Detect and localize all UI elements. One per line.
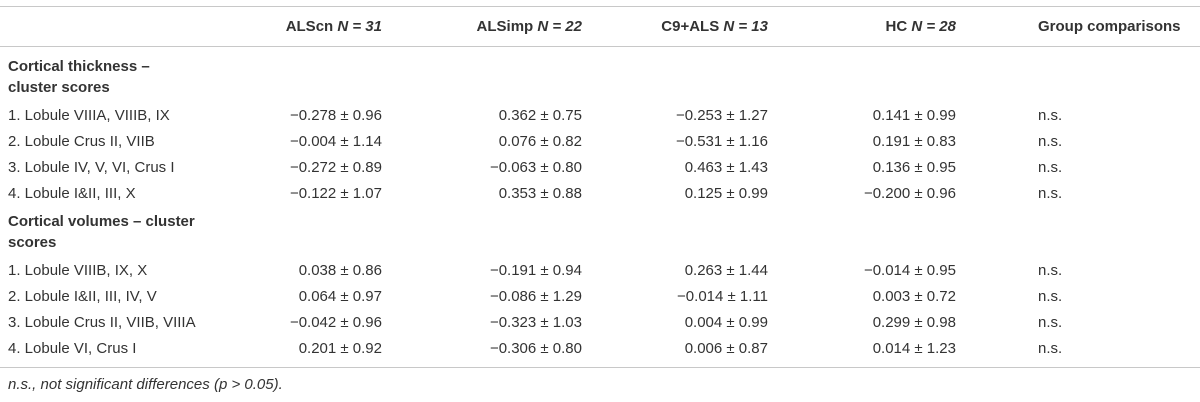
cell: n.s. — [1038, 314, 1063, 331]
cell: −0.014 ± 1.11 — [677, 288, 768, 305]
cell: n.s. — [1038, 262, 1063, 279]
cell: 0.263 ± 1.44 — [684, 262, 768, 279]
row-label: 3. Lobule IV, V, VI, Crus I — [8, 159, 175, 176]
cell: n.s. — [1038, 288, 1063, 305]
column-header: C9+ALS N = 13 — [661, 14, 768, 40]
column-n: N = 28 — [911, 18, 956, 35]
cell: −0.531 ± 1.16 — [675, 133, 768, 150]
cell: 0.141 ± 0.99 — [872, 107, 956, 124]
top-rule — [0, 6, 1200, 7]
column-name: HC — [885, 18, 908, 35]
cell: n.s. — [1038, 159, 1063, 176]
footnote: n.s., not significant differences (p > 0… — [8, 376, 283, 393]
cell: 0.299 ± 0.98 — [872, 314, 956, 331]
cell: −0.272 ± 0.89 — [289, 159, 382, 176]
row-label: 2. Lobule Crus II, VIIB — [8, 133, 155, 150]
row-label: 3. Lobule Crus II, VIIB, VIIIA — [8, 314, 196, 331]
cell: −0.014 ± 0.95 — [863, 262, 956, 279]
cell: 0.064 ± 0.97 — [298, 288, 382, 305]
row-label: 1. Lobule VIIIB, IX, X — [8, 262, 148, 279]
cell: 0.125 ± 0.99 — [684, 185, 768, 202]
column-n: N = 31 — [337, 18, 382, 35]
bottom-rule — [0, 367, 1200, 368]
cell: −0.191 ± 0.94 — [489, 262, 582, 279]
section-title: Cortical volumes – cluster scores — [8, 213, 195, 251]
column-name: ALScn — [285, 18, 334, 35]
column-header: ALScn N = 31 — [286, 14, 382, 40]
cell: 0.463 ± 1.43 — [684, 159, 768, 176]
cell: −0.122 ± 1.07 — [289, 185, 382, 202]
cell: 0.353 ± 0.88 — [498, 185, 582, 202]
cell: −0.086 ± 1.29 — [489, 288, 582, 305]
cell: −0.306 ± 0.80 — [489, 340, 582, 357]
row-label: 2. Lobule I&II, III, IV, V — [8, 288, 157, 305]
cell: −0.253 ± 1.27 — [675, 107, 768, 124]
column-n: N = 22 — [537, 18, 582, 35]
column-header: HC N = 28 — [886, 14, 956, 40]
row-label: 1. Lobule VIIIA, VIIIB, IX — [8, 107, 170, 124]
cell: 0.201 ± 0.92 — [298, 340, 382, 357]
column-name: C9+ALS — [661, 18, 720, 35]
cell: 0.003 ± 0.72 — [872, 288, 956, 305]
cell: −0.004 ± 1.14 — [289, 133, 382, 150]
row-label: 4. Lobule I&II, III, X — [8, 185, 136, 202]
cell: n.s. — [1038, 107, 1063, 124]
cell: n.s. — [1038, 185, 1063, 202]
column-name: Group comparisons — [1038, 18, 1181, 35]
cell: 0.006 ± 0.87 — [684, 340, 768, 357]
cell: n.s. — [1038, 340, 1063, 357]
cell: 0.014 ± 1.23 — [872, 340, 956, 357]
cell: −0.323 ± 1.03 — [489, 314, 582, 331]
cell: −0.278 ± 0.96 — [289, 107, 382, 124]
column-header: ALSimp N = 22 — [477, 14, 582, 40]
column-header: Group comparisons — [1038, 14, 1181, 40]
column-n: N = 13 — [723, 18, 768, 35]
cell: 0.038 ± 0.86 — [298, 262, 382, 279]
column-name: ALSimp — [476, 18, 534, 35]
cell: 0.136 ± 0.95 — [872, 159, 956, 176]
row-label: 4. Lobule VI, Crus I — [8, 340, 137, 357]
cell: −0.042 ± 0.96 — [289, 314, 382, 331]
cell: 0.191 ± 0.83 — [872, 133, 956, 150]
cell: 0.004 ± 0.99 — [684, 314, 768, 331]
section-title: Cortical thickness – cluster scores — [8, 58, 150, 96]
cell: 0.076 ± 0.82 — [498, 133, 582, 150]
cell: n.s. — [1038, 133, 1063, 150]
cell: 0.362 ± 0.75 — [498, 107, 582, 124]
header-rule — [0, 46, 1200, 47]
cell: −0.063 ± 0.80 — [489, 159, 582, 176]
cell: −0.200 ± 0.96 — [863, 185, 956, 202]
